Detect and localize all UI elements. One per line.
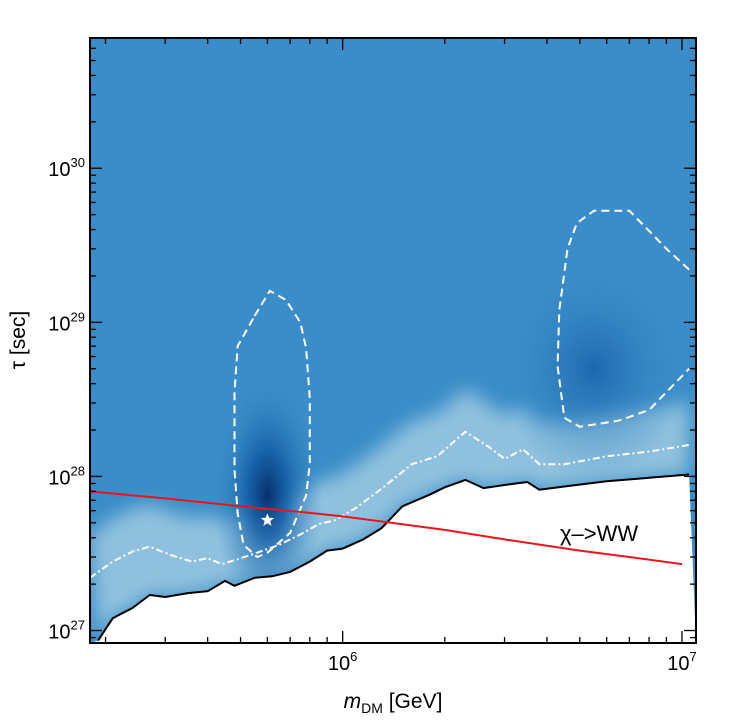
x-axis-label: mDM [GeV] (344, 690, 443, 715)
y-tick-label: 1028 (48, 463, 85, 489)
heatmap-hotspot-left (212, 373, 323, 614)
y-tick-label: 1029 (48, 309, 85, 335)
y-tick-label: 1027 (48, 618, 85, 644)
axis-ticks (90, 37, 696, 643)
red-curve (90, 490, 683, 566)
heatmap-hotspot-right (498, 258, 689, 479)
y-tick-label: 1030 (48, 155, 85, 181)
outer-contour-dashdot (90, 430, 690, 579)
channel-annotation: χ–>WW (560, 521, 638, 546)
tick-labels: 106 107 1027 1028 1029 1030 (48, 155, 696, 675)
y-axis-label: τ [sec] (7, 311, 30, 369)
best-fit-star (260, 513, 275, 526)
plot-area (90, 38, 696, 643)
inner-contour-right (556, 209, 690, 428)
plot-frame (89, 37, 697, 644)
inner-contour-left (233, 289, 311, 559)
exclusion-boundary-line (97, 473, 690, 642)
excluded-region (90, 474, 696, 643)
x-tick-label: 107 (667, 649, 696, 675)
x-tick-label: 106 (328, 649, 357, 675)
